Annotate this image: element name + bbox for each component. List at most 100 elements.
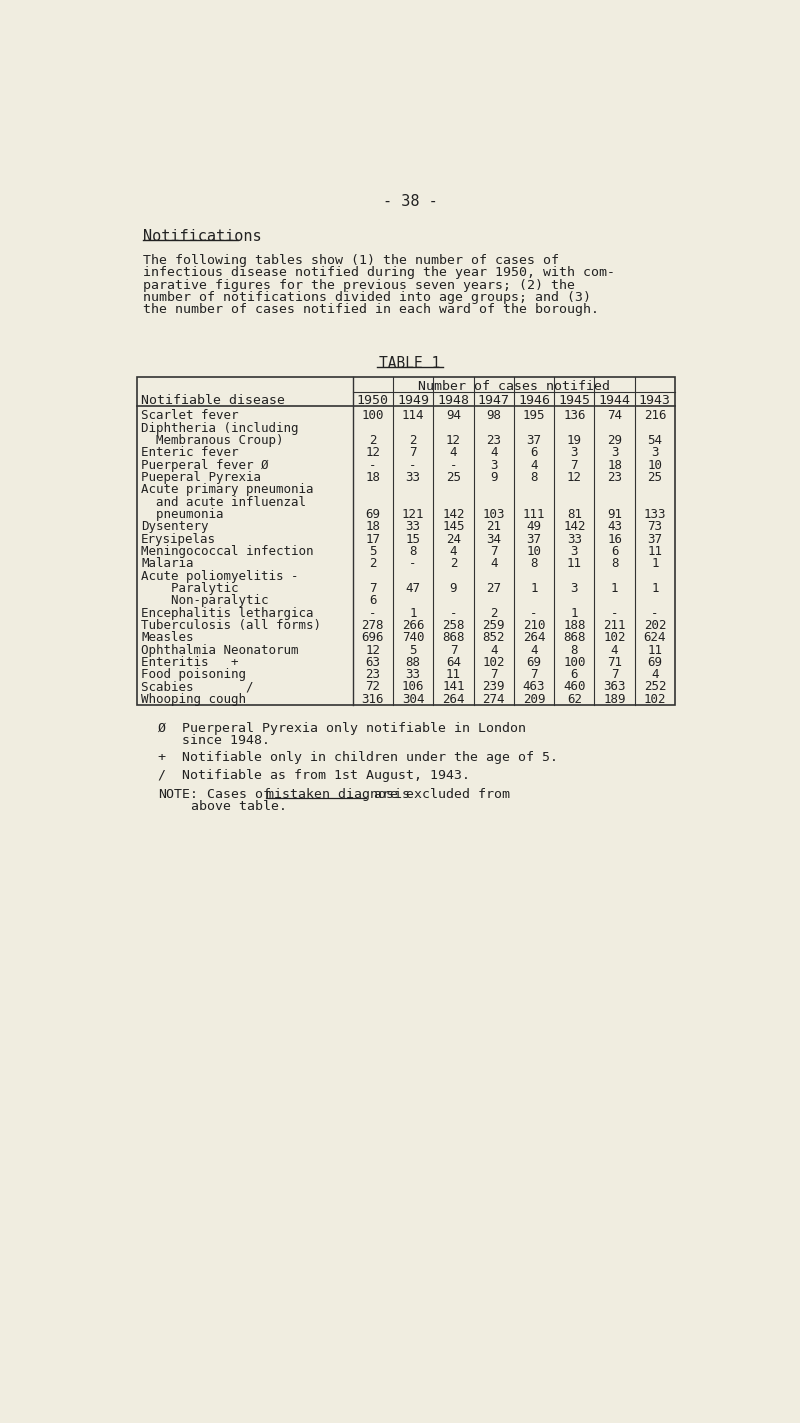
Text: Dysentery: Dysentery [141, 521, 209, 534]
Text: 71: 71 [607, 656, 622, 669]
Text: Non-paralytic: Non-paralytic [141, 595, 269, 608]
Text: Encephalitis lethargica: Encephalitis lethargica [141, 606, 314, 619]
Text: 94: 94 [446, 410, 461, 423]
Text: -: - [369, 458, 377, 472]
Text: Pueperal Pyrexia: Pueperal Pyrexia [141, 471, 261, 484]
Text: Number of cases notified: Number of cases notified [418, 380, 610, 393]
Text: 1: 1 [651, 582, 658, 595]
Text: 7: 7 [369, 582, 377, 595]
Text: 1948: 1948 [438, 394, 470, 407]
Text: 4: 4 [450, 447, 457, 460]
Text: 4: 4 [651, 669, 658, 682]
Text: 142: 142 [563, 521, 586, 534]
Text: 3: 3 [611, 447, 618, 460]
Text: 54: 54 [647, 434, 662, 447]
Text: 102: 102 [644, 693, 666, 706]
Text: 316: 316 [362, 693, 384, 706]
Text: 69: 69 [647, 656, 662, 669]
Text: 210: 210 [522, 619, 546, 632]
Text: 12: 12 [446, 434, 461, 447]
Text: Enteritis   +: Enteritis + [141, 656, 238, 669]
Text: 189: 189 [603, 693, 626, 706]
Text: 5: 5 [410, 643, 417, 656]
Text: 121: 121 [402, 508, 424, 521]
Text: -: - [530, 606, 538, 619]
Text: 8: 8 [530, 471, 538, 484]
Text: Diphtheria (including: Diphtheria (including [141, 421, 298, 435]
Text: /  Notifiable as from 1st August, 1943.: / Notifiable as from 1st August, 1943. [158, 768, 470, 783]
Text: 142: 142 [442, 508, 465, 521]
Text: 7: 7 [570, 458, 578, 472]
Text: 1945: 1945 [558, 394, 590, 407]
Text: 7: 7 [611, 669, 618, 682]
Text: 100: 100 [362, 410, 384, 423]
Text: Erysipelas: Erysipelas [141, 532, 216, 545]
Text: 216: 216 [644, 410, 666, 423]
Text: 3: 3 [651, 447, 658, 460]
Text: mistaken diagnosis: mistaken diagnosis [266, 788, 410, 801]
Text: 740: 740 [402, 632, 424, 645]
Text: 202: 202 [644, 619, 666, 632]
Text: 12: 12 [566, 471, 582, 484]
Text: 2: 2 [410, 434, 417, 447]
Text: 195: 195 [522, 410, 546, 423]
Text: 209: 209 [522, 693, 546, 706]
Text: Membranous Croup): Membranous Croup) [141, 434, 283, 447]
Text: 1: 1 [570, 606, 578, 619]
Text: 29: 29 [607, 434, 622, 447]
Text: -: - [450, 458, 457, 472]
Text: pneumonia: pneumonia [141, 508, 223, 521]
Text: infectious disease notified during the year 1950, with com-: infectious disease notified during the y… [142, 266, 614, 279]
Text: 72: 72 [366, 680, 380, 693]
Text: Scabies       /: Scabies / [141, 680, 254, 693]
Text: Enteric fever: Enteric fever [141, 447, 238, 460]
Text: 264: 264 [522, 632, 546, 645]
Text: 258: 258 [442, 619, 465, 632]
Text: -: - [369, 606, 377, 619]
Text: are excluded from: are excluded from [366, 788, 510, 801]
Text: 1: 1 [530, 582, 538, 595]
Text: Notifications: Notifications [142, 229, 262, 243]
Text: 9: 9 [490, 471, 498, 484]
Text: 49: 49 [526, 521, 542, 534]
Text: 145: 145 [442, 521, 465, 534]
Text: 81: 81 [566, 508, 582, 521]
Text: 2: 2 [490, 606, 498, 619]
Text: 278: 278 [362, 619, 384, 632]
Text: 111: 111 [522, 508, 546, 521]
Text: 33: 33 [566, 532, 582, 545]
Text: 5: 5 [369, 545, 377, 558]
Text: 141: 141 [442, 680, 465, 693]
Text: 10: 10 [647, 458, 662, 472]
Text: 69: 69 [526, 656, 542, 669]
Text: 73: 73 [647, 521, 662, 534]
Text: 37: 37 [526, 532, 542, 545]
Text: TABLE 1: TABLE 1 [379, 356, 441, 370]
Text: -: - [611, 606, 618, 619]
Text: 1946: 1946 [518, 394, 550, 407]
Text: -: - [450, 606, 457, 619]
Text: 8: 8 [570, 643, 578, 656]
Text: 18: 18 [607, 458, 622, 472]
Text: since 1948.: since 1948. [158, 734, 270, 747]
Text: 4: 4 [530, 643, 538, 656]
Text: Paralytic: Paralytic [141, 582, 238, 595]
Text: 47: 47 [406, 582, 421, 595]
Text: and acute influenzal: and acute influenzal [141, 495, 306, 508]
Text: 188: 188 [563, 619, 586, 632]
Text: 91: 91 [607, 508, 622, 521]
Text: 8: 8 [530, 558, 538, 571]
Text: 6: 6 [611, 545, 618, 558]
Text: Cases of: Cases of [191, 788, 279, 801]
Text: 98: 98 [486, 410, 501, 423]
Text: 18: 18 [366, 471, 380, 484]
Text: Acute poliomyelitis -: Acute poliomyelitis - [141, 569, 298, 582]
Text: Scarlet fever: Scarlet fever [141, 410, 238, 423]
Text: 1: 1 [651, 558, 658, 571]
Text: -: - [651, 606, 658, 619]
Text: 12: 12 [366, 447, 380, 460]
Text: 1943: 1943 [639, 394, 671, 407]
Text: 11: 11 [647, 643, 662, 656]
Text: 4: 4 [490, 643, 498, 656]
Text: the number of cases notified in each ward of the borough.: the number of cases notified in each war… [142, 303, 598, 316]
